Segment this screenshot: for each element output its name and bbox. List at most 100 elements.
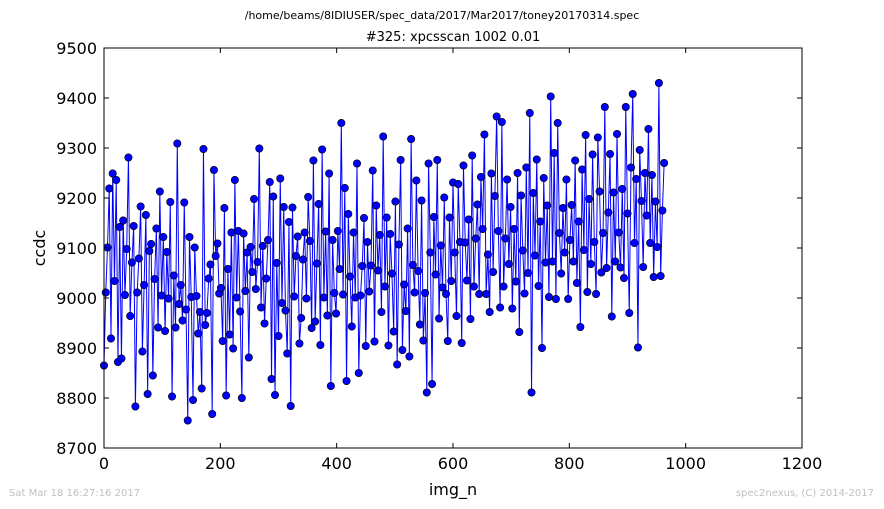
data-point [600, 103, 609, 112]
data-point [426, 248, 435, 257]
data-point [442, 289, 451, 298]
data-point [185, 233, 194, 242]
data-point [197, 384, 206, 393]
data-point [544, 292, 553, 301]
data-point [616, 263, 625, 272]
data-point [639, 262, 648, 271]
data-point [511, 277, 520, 286]
data-point [599, 229, 608, 238]
data-point [386, 230, 395, 239]
data-point [646, 239, 655, 248]
data-point [407, 135, 416, 144]
data-point [611, 257, 620, 266]
data-point [340, 184, 349, 193]
data-point [304, 193, 313, 202]
data-point [377, 307, 386, 316]
data-point [415, 320, 424, 329]
data-point [195, 307, 204, 316]
data-point [225, 330, 234, 339]
data-point [424, 159, 433, 168]
data-point [506, 203, 515, 212]
data-point [620, 273, 629, 282]
data-point [258, 242, 267, 251]
data-point [454, 180, 463, 189]
data-point [370, 337, 379, 346]
data-point [531, 251, 540, 260]
data-point [255, 144, 264, 153]
data-point [647, 171, 656, 180]
data-point [204, 274, 213, 283]
data-point [431, 270, 440, 279]
data-point [487, 169, 496, 178]
data-point [131, 402, 140, 411]
data-point [293, 232, 302, 241]
data-point [286, 401, 295, 410]
data-point [272, 258, 281, 267]
data-point [307, 323, 316, 332]
data-point [295, 339, 304, 348]
data-point [220, 204, 229, 213]
data-point [140, 280, 149, 289]
data-point [609, 188, 618, 197]
data-point [518, 246, 527, 255]
data-point [478, 225, 487, 234]
data-point [476, 173, 485, 182]
data-point [106, 334, 115, 343]
data-point [656, 271, 665, 280]
data-point [202, 308, 211, 317]
data-point [335, 264, 344, 273]
data-point [436, 241, 445, 250]
data-point [157, 291, 166, 300]
data-point [501, 234, 510, 243]
data-point [410, 288, 419, 297]
data-point [604, 208, 613, 217]
data-point [319, 293, 328, 302]
data-point [651, 197, 660, 206]
data-point [595, 187, 604, 196]
data-point [230, 176, 239, 185]
data-point [469, 282, 478, 291]
data-point [316, 340, 325, 349]
data-point [461, 238, 470, 247]
data-point [141, 211, 150, 220]
data-point [510, 225, 519, 234]
data-point [349, 228, 358, 237]
data-point [311, 317, 320, 326]
data-point [632, 175, 641, 184]
data-point [429, 213, 438, 222]
data-point [248, 267, 257, 276]
y-tick-label: 8900 [56, 339, 97, 358]
data-point [250, 195, 259, 204]
data-point [323, 311, 332, 320]
data-point [642, 211, 651, 220]
data-point [138, 347, 147, 356]
data-point [126, 311, 135, 320]
axis-tick-labels: 0 200 400 600 800 1000 1200 8700 8800 8900 9000 910… [56, 39, 822, 473]
data-point [485, 307, 494, 316]
data-point [218, 336, 227, 345]
data-point [660, 159, 669, 168]
data-point [283, 349, 292, 358]
data-point [241, 286, 250, 295]
data-point [152, 224, 161, 233]
data-point [267, 374, 276, 383]
data-point [365, 287, 374, 296]
data-point [134, 254, 143, 263]
data-point [635, 146, 644, 155]
data-point [524, 268, 533, 277]
data-point [379, 132, 388, 141]
x-tick-label: 800 [554, 454, 585, 473]
data-point [358, 261, 367, 270]
data-point [462, 276, 471, 285]
data-point [244, 353, 253, 362]
data-point [368, 166, 377, 175]
data-point [562, 175, 571, 184]
data-point [433, 156, 442, 165]
y-tick-label: 9400 [56, 89, 97, 108]
data-point [279, 203, 288, 212]
data-point [529, 189, 538, 198]
data-point [173, 139, 182, 148]
data-point [339, 290, 348, 299]
data-point [251, 284, 260, 293]
data-point [117, 354, 126, 363]
